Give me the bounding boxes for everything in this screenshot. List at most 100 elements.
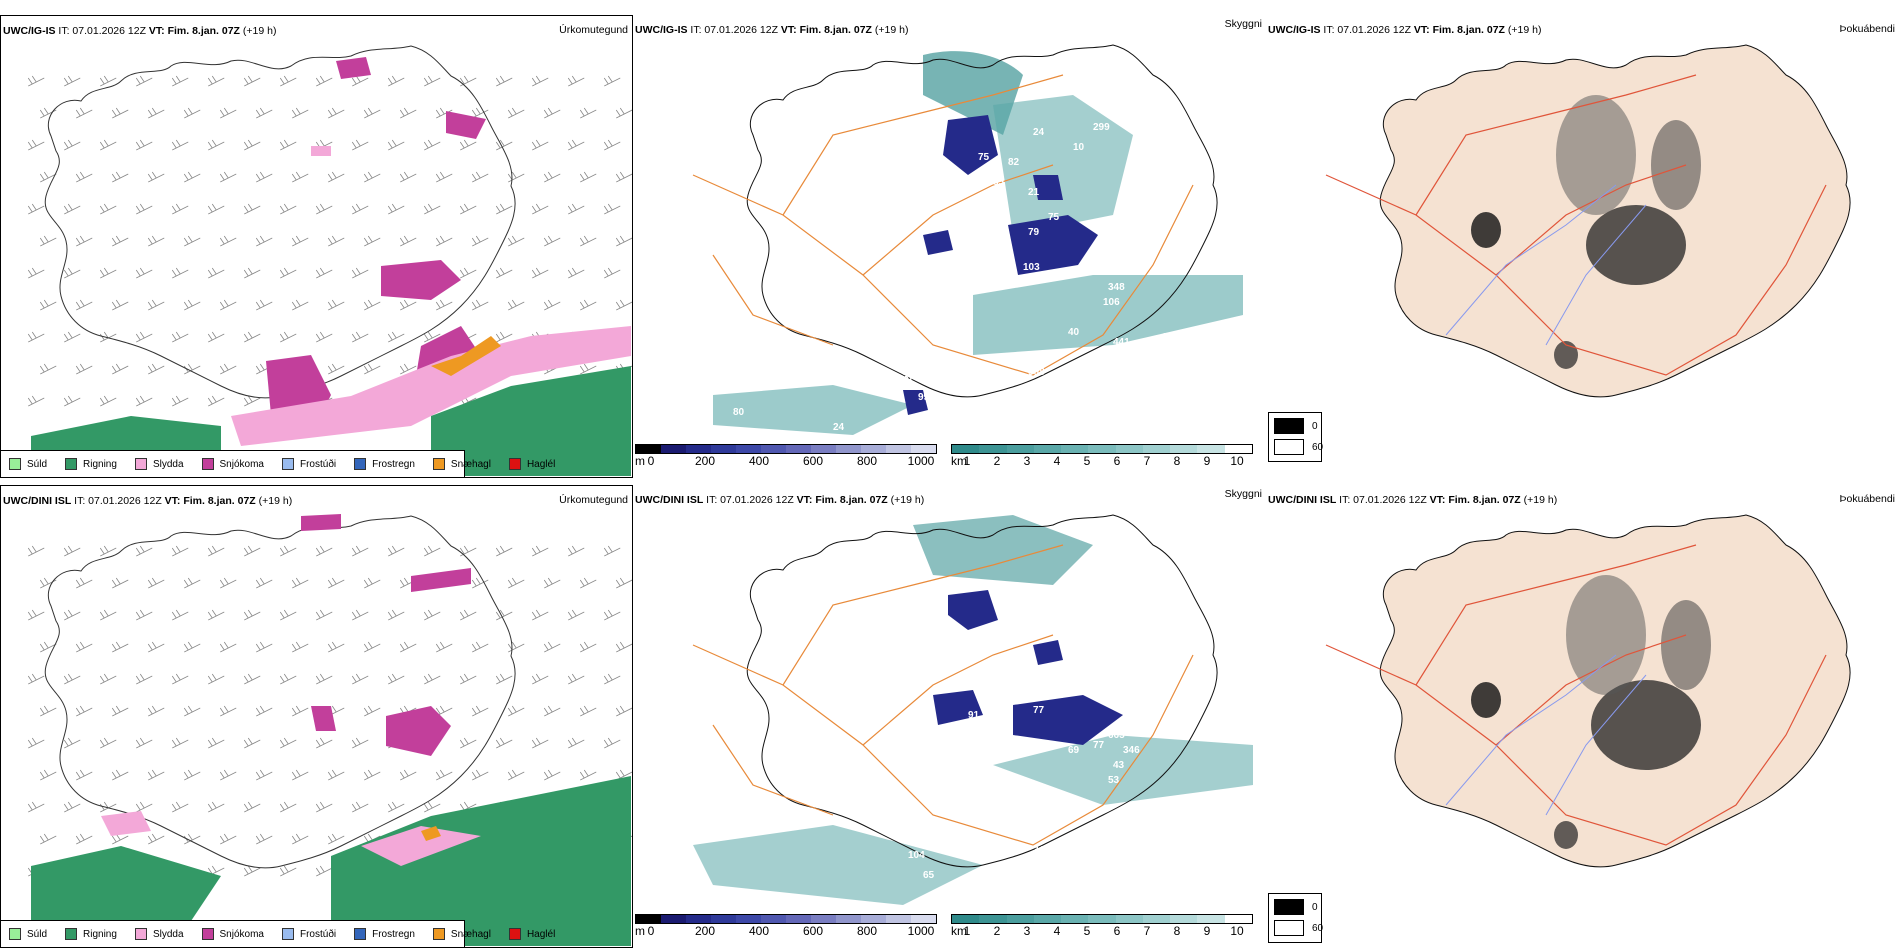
wind-barb bbox=[255, 705, 273, 717]
wind-barb bbox=[171, 267, 189, 279]
visibility-value-label: 69 bbox=[1068, 745, 1080, 756]
wind-barb bbox=[423, 673, 441, 685]
wind-barb bbox=[219, 235, 237, 247]
wind-barb bbox=[471, 641, 489, 653]
ptype-legend: Súld Rigning Slydda Snjókoma Frostúði Frostre… bbox=[1, 920, 555, 947]
visibility-value-label: 167 bbox=[1088, 262, 1105, 273]
legend-item: Snæhagl bbox=[432, 458, 491, 470]
wind-barb bbox=[387, 331, 405, 343]
visibility-colorbar-tick: 7 bbox=[1143, 454, 1151, 468]
panel-title: Úrkomutegund bbox=[559, 24, 628, 36]
wind-barb bbox=[495, 737, 513, 749]
wind-barb bbox=[171, 737, 189, 749]
wind-barb bbox=[147, 641, 165, 653]
legend-label: Haglél bbox=[526, 458, 556, 470]
visibility-value-label: 52 bbox=[1158, 595, 1170, 606]
wind-barb bbox=[327, 299, 345, 311]
wind-barb bbox=[219, 577, 237, 589]
legend-item: Frostúði bbox=[281, 458, 337, 470]
wind-barb bbox=[219, 171, 237, 183]
wind-barb bbox=[255, 641, 273, 653]
visibility-colorbar-unit: km bbox=[951, 454, 967, 468]
visibility-value-label: 82 bbox=[983, 630, 995, 641]
ptype-panel-row2: UWC/DINI ISL IT: 07.01.2026 12Z VT: Fim.… bbox=[0, 485, 633, 948]
visibility-colorbar-tick: 6 bbox=[1113, 454, 1121, 468]
fog-roads bbox=[1325, 544, 1827, 846]
fog-intensity bbox=[1471, 95, 1701, 369]
wind-barb bbox=[387, 75, 405, 87]
wind-barb bbox=[63, 75, 81, 87]
wind-barb bbox=[399, 107, 417, 119]
visibility-panel-row1: 75 82 85 21 75 79 87 103 91 167 101 112 348 106 40 441 4… bbox=[633, 15, 1266, 478]
wind-barb bbox=[183, 577, 201, 589]
sleet-area bbox=[231, 146, 631, 446]
cloud-base-colorbar-tick: 200 bbox=[694, 924, 716, 938]
fog-legend-label: 60 bbox=[1312, 922, 1324, 934]
legend-item: Rigning bbox=[65, 458, 117, 470]
wind-barb bbox=[219, 363, 237, 375]
wind-barb bbox=[99, 737, 117, 749]
wind-barb bbox=[351, 545, 369, 557]
wind-barb bbox=[75, 363, 93, 375]
fog-map bbox=[1325, 514, 1851, 868]
legend-label: Snjókoma bbox=[219, 928, 264, 940]
wind-barb bbox=[291, 299, 309, 311]
legend-swatch bbox=[134, 928, 147, 940]
fog-roads bbox=[1325, 74, 1827, 376]
low-cloud-areas bbox=[933, 590, 1123, 745]
legend-swatch bbox=[354, 928, 367, 940]
ptype-panel-row1: UWC/IG-IS IT: 07.01.2026 12Z VT: Fim. 8.… bbox=[0, 15, 633, 478]
legend-label: Frostúði bbox=[299, 458, 337, 470]
cloud-base-colorbar-tick: 400 bbox=[748, 924, 770, 938]
visibility-colorbar-tick: 4 bbox=[1053, 454, 1061, 468]
visibility-value-label: 91 bbox=[968, 710, 980, 721]
wind-barb bbox=[255, 577, 273, 589]
wind-barb bbox=[495, 139, 513, 151]
wind-barb bbox=[315, 801, 333, 813]
panel-header: UWC/DINI ISL IT: 07.01.2026 12Z VT: Fim.… bbox=[1268, 494, 1558, 506]
cloud-base-colorbar-tick: 1000 bbox=[907, 924, 935, 938]
wind-barb bbox=[135, 737, 153, 749]
wind-barb bbox=[507, 769, 525, 781]
wind-barb bbox=[363, 577, 381, 589]
wind-barb bbox=[135, 545, 153, 557]
wind-barb bbox=[435, 235, 453, 247]
wind-barb bbox=[111, 363, 129, 375]
wind-barb bbox=[459, 75, 477, 87]
wind-barb bbox=[579, 171, 597, 183]
wind-barb bbox=[615, 299, 632, 311]
panel-header: UWC/DINI ISL IT: 07.01.2026 12Z VT: Fim.… bbox=[3, 495, 293, 507]
wind-barb bbox=[291, 107, 309, 119]
wind-barb bbox=[63, 673, 81, 685]
road-network bbox=[692, 74, 1194, 376]
wind-barb bbox=[63, 139, 81, 151]
cloud-base-colorbar-tick: 1000 bbox=[907, 454, 935, 468]
wind-barb bbox=[567, 139, 585, 151]
visibility-colorbar-tick: 3 bbox=[1023, 454, 1031, 468]
wind-barb bbox=[99, 75, 117, 87]
legend-item: Snæhagl bbox=[432, 928, 491, 940]
visibility-value-label: 83 bbox=[1053, 690, 1065, 701]
wind-barb bbox=[147, 705, 165, 717]
wind-barb bbox=[579, 577, 597, 589]
legend-swatch bbox=[432, 458, 445, 470]
wind-barb bbox=[387, 673, 405, 685]
fog-legend-swatch bbox=[1274, 920, 1304, 936]
wind-barb bbox=[351, 203, 369, 215]
colorbars: m 0 200 400 600 800 1000 km 1 2 3 4 5 6 7 8 9 10 bbox=[633, 914, 1266, 944]
visibility-value-label: 348 bbox=[1108, 282, 1125, 293]
visibility-value-label: 104 bbox=[908, 850, 925, 861]
wind-barb bbox=[63, 545, 81, 557]
wind-barb bbox=[255, 107, 273, 119]
wind-barb bbox=[219, 641, 237, 653]
wind-barb bbox=[363, 107, 381, 119]
wind-barb bbox=[315, 545, 333, 557]
wind-barb bbox=[27, 139, 45, 151]
wind-barb bbox=[279, 331, 297, 343]
legend-swatch bbox=[201, 928, 214, 940]
wind-barb bbox=[99, 331, 117, 343]
wind-barb bbox=[567, 203, 585, 215]
wind-barb bbox=[111, 235, 129, 247]
wind-barb bbox=[255, 833, 273, 845]
wind-barb bbox=[147, 769, 165, 781]
